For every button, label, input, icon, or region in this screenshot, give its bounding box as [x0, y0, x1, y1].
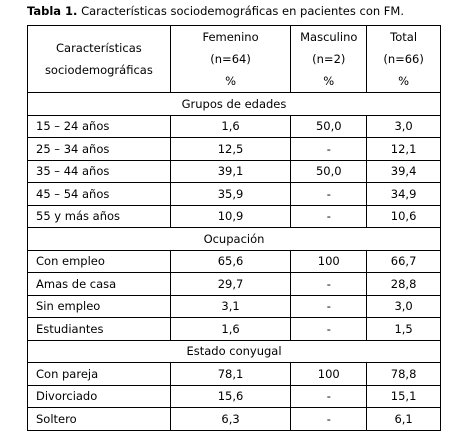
section-row: Ocupación [27, 227, 441, 251]
cell: 12,1 [366, 137, 441, 161]
data-row: 15 – 24 años 1,6 50,0 3,0 [27, 114, 441, 138]
header-line: % [398, 74, 410, 88]
table-caption: Tabla 1. Características sociodemográfic… [27, 4, 404, 18]
cell: 6,3 [169, 407, 292, 431]
row-label: Soltero [27, 407, 171, 431]
header-line: % [225, 74, 237, 88]
row-label: Con pareja [27, 362, 171, 386]
cell: 50,0 [290, 159, 368, 183]
row-label: Con empleo [27, 249, 171, 273]
cell: 15,6 [169, 384, 292, 408]
row-label: Divorciado [27, 384, 171, 408]
cell: 1,6 [169, 114, 292, 138]
data-row: Con pareja 78,1 100 78,8 [27, 362, 441, 386]
table-body: Características sociodemográficas Femenino… [27, 25, 441, 431]
row-label: 45 – 54 años [27, 182, 171, 206]
cell: 39,4 [366, 159, 441, 183]
section-row: Estado conyugal [27, 339, 441, 363]
header-line: Total [390, 30, 418, 44]
cell: 28,8 [366, 272, 441, 296]
cell: 39,1 [169, 159, 292, 183]
section-title: Ocupación [27, 227, 441, 251]
section-title: Grupos de edades [27, 92, 441, 116]
cell: - [290, 317, 368, 341]
cell: 50,0 [290, 114, 368, 138]
caption-text: Características sociodemográficas en pac… [81, 4, 404, 18]
row-label: 15 – 24 años [27, 114, 171, 138]
data-row: Soltero 6,3-6,1 [27, 407, 441, 431]
row-label: Estudiantes [27, 317, 171, 341]
cell: - [290, 137, 368, 161]
cell: 78,8 [366, 362, 441, 386]
section-title: Estado conyugal [27, 339, 441, 363]
data-row: Con empleo 65,6 100 66,7 [27, 249, 441, 273]
data-row: Divorciado 15,6-15,1 [27, 384, 441, 408]
cell: 3,0 [366, 294, 441, 318]
row-label: 35 – 44 años [27, 159, 171, 183]
cell: 34,9 [366, 182, 441, 206]
data-row: Sin empleo 3,1-3,0 [27, 294, 441, 318]
header-cell: Características sociodemográficas [27, 25, 171, 93]
data-row: Amas de casa 29,7-28,8 [27, 272, 441, 296]
data-row: 55 y más años 10,9-10,6 [27, 204, 441, 228]
header-line: Masculino [300, 30, 358, 44]
cell: 3,1 [169, 294, 292, 318]
header-line: % [323, 74, 335, 88]
header-row: Características sociodemográficas Femenino… [27, 25, 441, 93]
header-cell: Total (n=66)% [366, 25, 441, 93]
data-row: 35 – 44 años 39,1 50,0 39,4 [27, 159, 441, 183]
data-row: 25 – 34 años 12,5-12,1 [27, 137, 441, 161]
data-table: Características sociodemográficas Femenino… [27, 25, 441, 431]
cell: 100 [290, 249, 368, 273]
cell: 66,7 [366, 249, 441, 273]
header-line: (n=64) [210, 52, 251, 66]
header-cell: Femenino (n=64)% [169, 25, 292, 93]
caption-label: Tabla 1. [27, 4, 78, 18]
cell: 100 [290, 362, 368, 386]
section-row: Grupos de edades [27, 92, 441, 116]
row-label: 25 – 34 años [27, 137, 171, 161]
cell: 65,6 [169, 249, 292, 273]
row-label: Sin empleo [27, 294, 171, 318]
cell: - [290, 272, 368, 296]
cell: 10,9 [169, 204, 292, 228]
cell: 12,5 [169, 137, 292, 161]
cell: 15,1 [366, 384, 441, 408]
cell: 6,1 [366, 407, 441, 431]
header-line: (n=2) [312, 52, 346, 66]
cell: - [290, 407, 368, 431]
cell: 78,1 [169, 362, 292, 386]
header-line: Características [56, 41, 142, 55]
cell: - [290, 204, 368, 228]
row-label: 55 y más años [27, 204, 171, 228]
cell: 1,5 [366, 317, 441, 341]
cell: 29,7 [169, 272, 292, 296]
cell: - [290, 384, 368, 408]
data-row: Estudiantes 1,6-1,5 [27, 317, 441, 341]
cell: 1,6 [169, 317, 292, 341]
header-cell: Masculino (n=2)% [290, 25, 368, 93]
header-line: Femenino [202, 30, 259, 44]
row-label: Amas de casa [27, 272, 171, 296]
header-line: (n=66) [383, 52, 424, 66]
cell: 10,6 [366, 204, 441, 228]
cell: - [290, 294, 368, 318]
cell: - [290, 182, 368, 206]
header-line: sociodemográficas [44, 63, 153, 77]
cell: 35,9 [169, 182, 292, 206]
data-row: 45 – 54 años 35,9-34,9 [27, 182, 441, 206]
cell: 3,0 [366, 114, 441, 138]
